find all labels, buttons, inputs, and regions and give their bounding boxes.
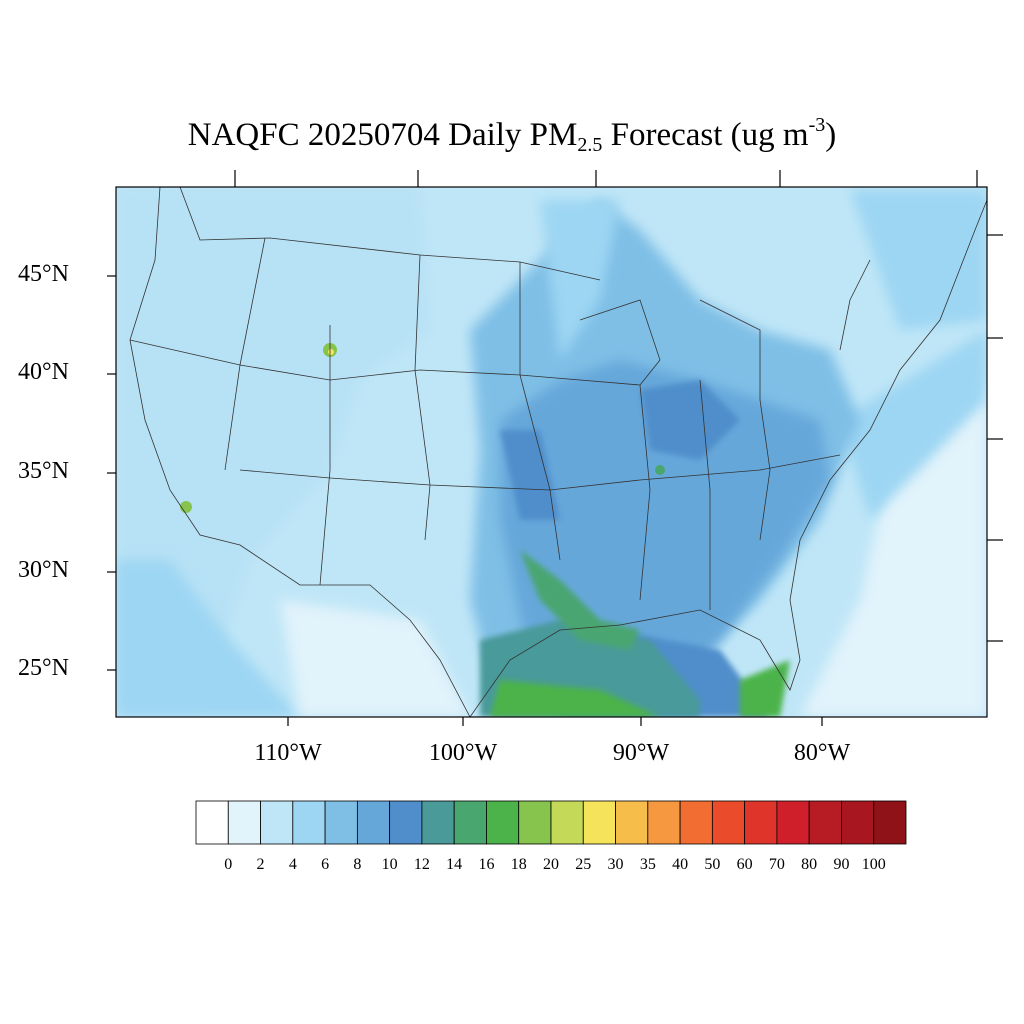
lon-label-110w: 110°W: [254, 740, 322, 766]
colorbar-tick-label: 100: [861, 856, 886, 873]
colorbar-swatch: [744, 800, 778, 845]
colorbar-swatch: [421, 800, 455, 845]
colorbar-swatch: [776, 800, 810, 845]
colorbar-swatch: [647, 800, 681, 845]
colorbar-tick-label: 90: [833, 856, 850, 873]
colorbar-swatch: [195, 800, 229, 845]
colorbar-tick-label: 10: [381, 856, 398, 873]
lat-label-25n: 25°N: [18, 655, 69, 681]
lat-label-35n: 35°N: [18, 458, 69, 484]
colorbar-tick-label: 16: [478, 856, 495, 873]
axis-ticks: [107, 170, 1003, 726]
title-middle: Forecast (ug m: [602, 117, 809, 153]
lat-label-40n: 40°N: [18, 359, 69, 385]
colorbar-tick-label: 80: [801, 856, 818, 873]
concentration-field: [116, 187, 987, 717]
lon-label-100w: 100°W: [428, 740, 498, 766]
colorbar-swatch: [841, 800, 875, 845]
title-prefix: NAQFC 20250704 Daily PM: [187, 117, 578, 153]
colorbar-swatch: [808, 800, 842, 845]
colorbar-tick-label: 60: [736, 856, 753, 873]
colorbar-swatch: [356, 800, 391, 845]
colorbar-tick-label: 4: [288, 856, 297, 873]
colorbar-swatch: [711, 800, 746, 845]
title-suffix: ): [825, 117, 837, 153]
colorbar-tick-label: 18: [510, 856, 527, 873]
colorbar-tick-label: 0: [224, 856, 233, 873]
colorbar-swatch: [324, 800, 358, 845]
colorbar-tick-label: 35: [639, 856, 656, 873]
colorbar-swatch: [582, 800, 616, 845]
title-subscript: 2.5: [577, 134, 603, 156]
colorbar-tick-label: 70: [768, 856, 785, 873]
map-title: NAQFC 20250704 Daily PM2.5 Forecast (ug …: [0, 114, 1024, 157]
colorbar-tick-label: 50: [704, 856, 721, 873]
colorbar-tick-label: 8: [353, 856, 362, 873]
state-boundaries: [129, 187, 987, 717]
colorbar-tick-label: 20: [543, 856, 559, 873]
lon-label-90w: 90°W: [612, 740, 670, 766]
colorbar-tick-label: 6: [321, 856, 330, 873]
colorbar-swatch: [227, 800, 261, 845]
colorbar-tick-label: 40: [672, 856, 689, 873]
lon-label-80w: 80°W: [793, 740, 851, 766]
lat-label-30n: 30°N: [18, 557, 69, 583]
colorbar-swatch: [615, 800, 649, 845]
colorbar-swatch: [486, 800, 520, 845]
colorbar-swatch: [679, 800, 713, 845]
colorbar-swatch: [453, 800, 487, 845]
title-superscript: -3: [808, 114, 826, 136]
colorbar-swatch: [518, 800, 552, 845]
colorbar-swatch: [260, 800, 294, 845]
colorbar-tick-label: 30: [607, 856, 624, 873]
colorbar-tick-label: 25: [575, 856, 592, 873]
colorbar-swatch: [873, 800, 907, 845]
lat-label-45n: 45°N: [18, 261, 69, 287]
colorbar-swatch: [550, 800, 584, 845]
colorbar-swatch: [389, 800, 423, 845]
colorbar-tick-label: 14: [446, 856, 463, 873]
colorbar-tick-label: 12: [413, 856, 430, 873]
colorbar-tick-label: 2: [256, 856, 265, 873]
map-frame: [115, 186, 988, 718]
colorbar-swatch: [292, 800, 326, 845]
colorbar: [195, 800, 907, 845]
